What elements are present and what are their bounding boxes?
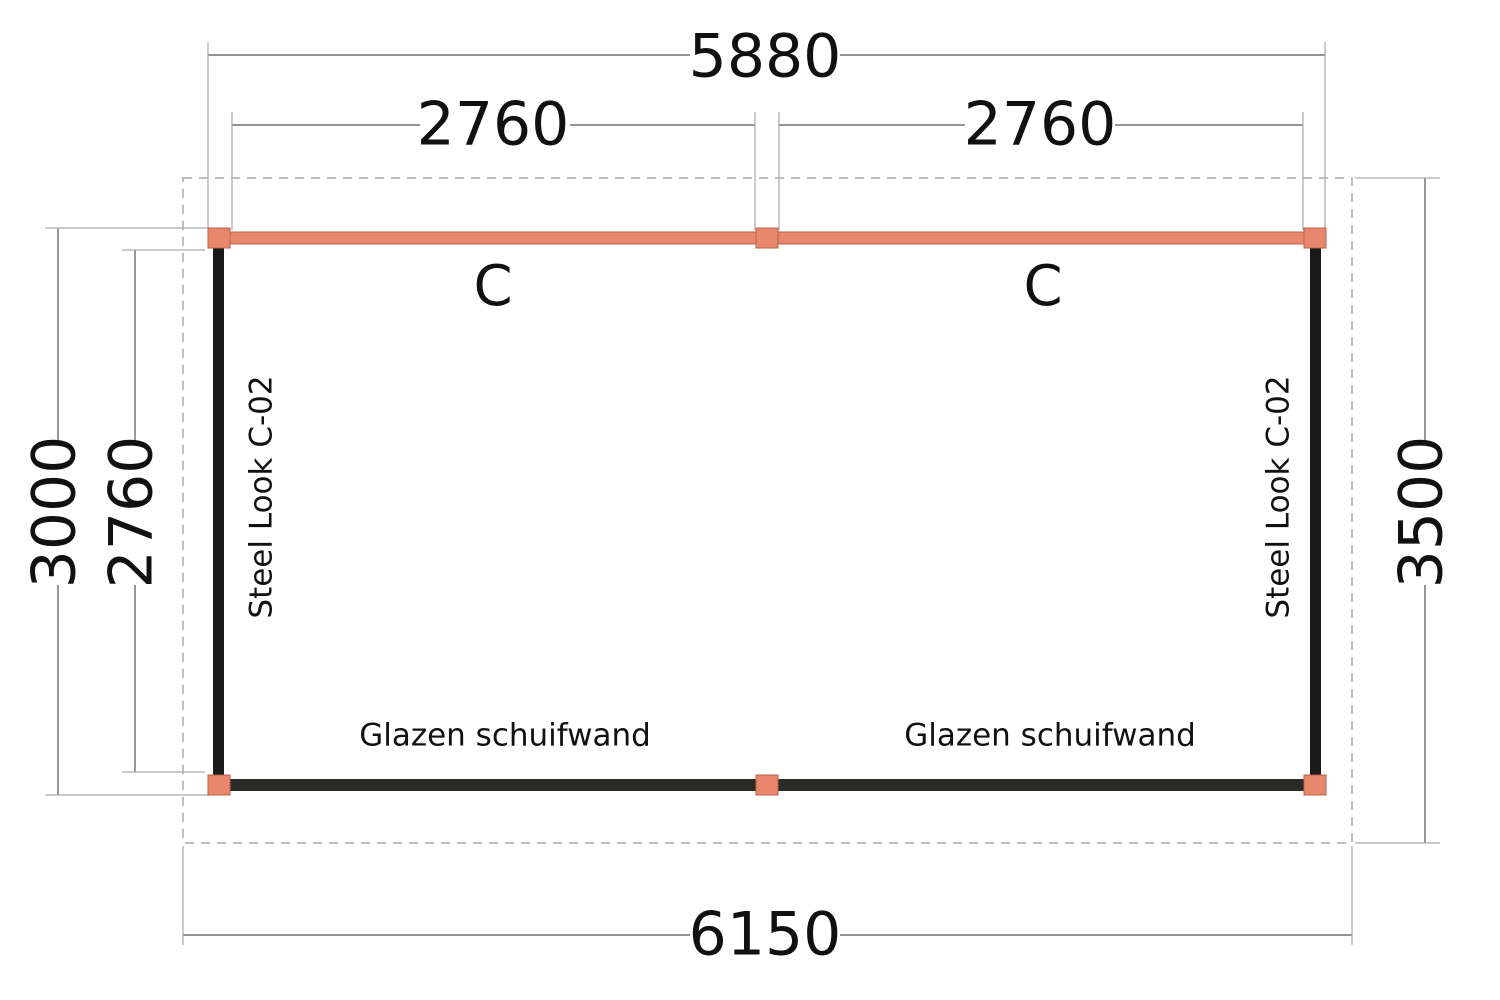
wall-label: Glazen schuifwand [359, 718, 651, 754]
wall-label: Glazen schuifwand [904, 718, 1196, 754]
dimension-label: 3000 [20, 436, 90, 589]
dimension-label: 2760 [97, 436, 167, 589]
dimension-label: 2760 [417, 90, 570, 160]
wall-label: C [1023, 254, 1062, 319]
wall-label: C [473, 254, 512, 319]
dimension-label: 6150 [689, 900, 842, 970]
dimension-label: 3500 [1387, 436, 1457, 589]
frame [207, 227, 1327, 796]
dimension-label: 2760 [964, 90, 1117, 160]
outer-roof [182, 177, 1353, 844]
wall-label: Steel Look C-02 [1261, 375, 1297, 618]
dimension-label: 5880 [689, 22, 842, 92]
wall-label: Steel Look C-02 [244, 375, 280, 618]
